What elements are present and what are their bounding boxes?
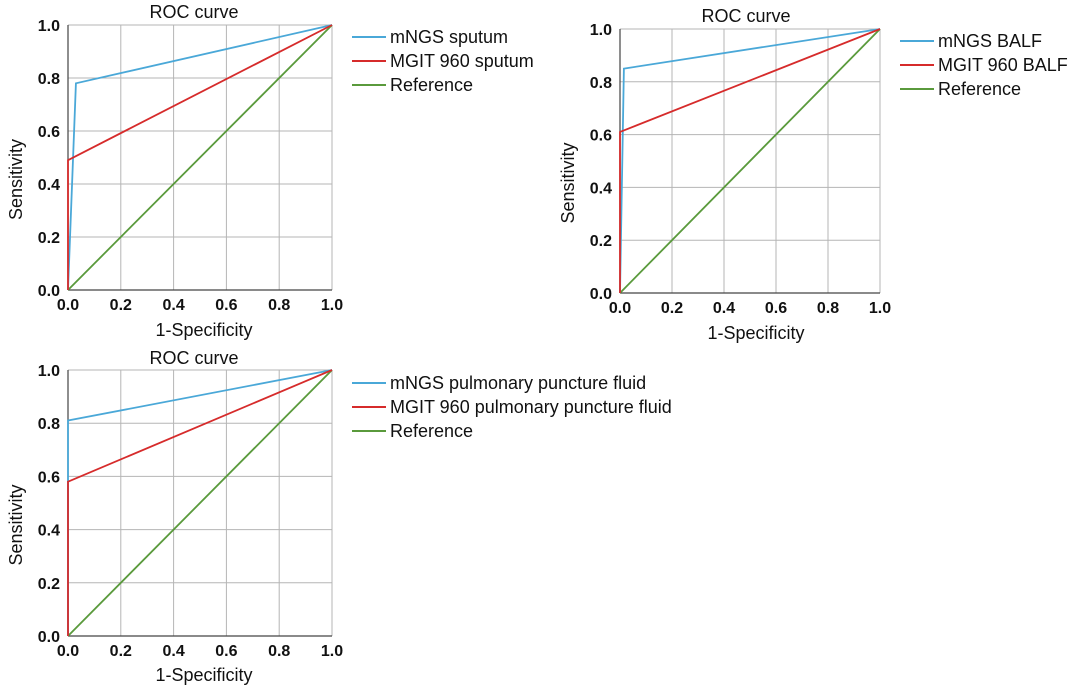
y-tick-label: 0.4 — [590, 180, 612, 197]
y-tick-label: 0.8 — [38, 416, 60, 433]
x-tick-label: 0.6 — [215, 297, 237, 314]
x-tick-label: 0.6 — [765, 300, 787, 317]
legend-label: Reference — [938, 79, 1021, 99]
y-tick-label: 1.0 — [38, 18, 60, 35]
x-tick-label: 0.0 — [57, 297, 79, 314]
x-tick-label: 0.0 — [609, 300, 631, 317]
roc-chart-1: ROC curve 0.0 0.2 0.4 0.6 0.8 1.0 0.0 0.2 0.4 0.6 0… — [6, 2, 534, 340]
y-tick-label: 0.2 — [590, 233, 612, 250]
legend: mNGS BALF MGIT 960 BALF Reference — [900, 31, 1068, 99]
legend-label: mNGS BALF — [938, 31, 1042, 51]
x-tick-label: 0.8 — [268, 643, 290, 660]
y-tick-label: 0.6 — [590, 128, 612, 145]
chart-title: ROC curve — [149, 2, 238, 22]
x-tick-label: 0.4 — [162, 643, 184, 660]
y-tick-label: 0.6 — [38, 124, 60, 141]
y-tick-label: 0.4 — [38, 523, 60, 540]
legend-label: mNGS sputum — [390, 27, 508, 47]
x-axis-label: 1-Specificity — [155, 320, 252, 340]
x-axis-label: 1-Specificity — [155, 665, 252, 685]
y-tick-label: 0.8 — [590, 75, 612, 92]
y-tick-label: 0.6 — [38, 469, 60, 486]
x-tick-label: 0.8 — [817, 300, 839, 317]
series-line-reference — [67, 369, 333, 637]
x-tick-label: 0.2 — [661, 300, 683, 317]
y-tick-label: 0.8 — [38, 71, 60, 88]
legend: mNGS pulmonary puncture fluid MGIT 960 pu… — [352, 373, 672, 441]
x-tick-label: 0.4 — [162, 297, 184, 314]
x-tick-label: 1.0 — [321, 297, 343, 314]
chart-title: ROC curve — [149, 348, 238, 368]
y-axis-label: Sensitivity — [6, 484, 26, 565]
legend-label: MGIT 960 pulmonary puncture fluid — [390, 397, 672, 417]
series-line-mngs-sputum — [67, 24, 333, 291]
y-tick-label: 0.0 — [38, 629, 60, 646]
legend-label: MGIT 960 sputum — [390, 51, 534, 71]
y-tick-label: 1.0 — [590, 22, 612, 39]
x-tick-label: 0.4 — [713, 300, 735, 317]
legend: mNGS sputum MGIT 960 sputum Reference — [352, 27, 534, 95]
y-tick-label: 0.2 — [38, 230, 60, 247]
y-tick-label: 0.2 — [38, 576, 60, 593]
legend-label: Reference — [390, 421, 473, 441]
legend-label: mNGS pulmonary puncture fluid — [390, 373, 646, 393]
x-tick-label: 1.0 — [869, 300, 891, 317]
series-line-mgit-960-sputum — [67, 24, 333, 290]
x-tick-label: 0.2 — [110, 643, 132, 660]
x-axis-label: 1-Specificity — [707, 323, 804, 343]
roc-chart-3: ROC curve 0.0 0.2 0.4 0.6 0.8 1.0 0.0 0.2 0.4 0.6 0… — [6, 348, 672, 685]
series-line-reference — [67, 24, 333, 291]
series-line-mgit-960-balf — [619, 28, 881, 293]
legend-label: MGIT 960 BALF — [938, 55, 1068, 75]
x-tick-label: 0.0 — [57, 643, 79, 660]
y-axis-label: Sensitivity — [558, 142, 578, 223]
x-tick-label: 1.0 — [321, 643, 343, 660]
legend-label: Reference — [390, 75, 473, 95]
y-axis-label: Sensitivity — [6, 139, 26, 220]
chart-title: ROC curve — [701, 6, 790, 26]
x-tick-label: 0.2 — [110, 297, 132, 314]
y-tick-label: 0.4 — [38, 177, 60, 194]
x-tick-label: 0.8 — [268, 297, 290, 314]
series-line-reference — [619, 28, 881, 294]
x-tick-label: 0.6 — [215, 643, 237, 660]
y-tick-label: 0.0 — [38, 283, 60, 300]
series-line-mgit-960-pulmonary-puncture-fluid — [67, 369, 333, 636]
series-line-mngs-balf — [619, 28, 881, 294]
roc-chart-2: ROC curve 0.0 0.2 0.4 0.6 0.8 1.0 0.0 0.2 0.4 0.6 0… — [558, 6, 1068, 343]
y-tick-label: 0.0 — [590, 286, 612, 303]
y-tick-label: 1.0 — [38, 363, 60, 380]
